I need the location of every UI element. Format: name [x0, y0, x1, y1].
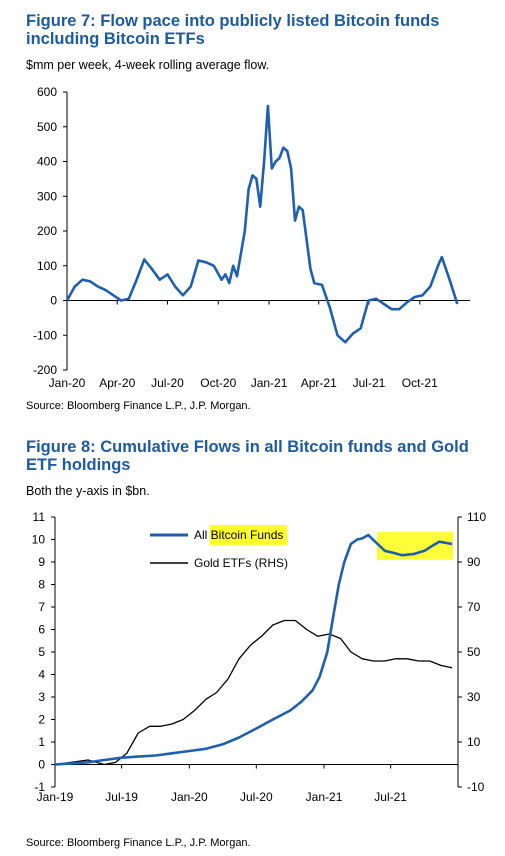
x-tick-label: Oct-20 — [200, 376, 236, 390]
figure-7-subtitle: $mm per week, 4-week rolling average flo… — [26, 58, 270, 72]
left-y-tick-label: 10 — [32, 533, 46, 547]
right-y-tick-label: 50 — [467, 645, 481, 659]
y-tick-label: 300 — [37, 189, 57, 203]
x-tick-label: Jan-20 — [49, 376, 86, 390]
x-tick-label: Jul-20 — [240, 790, 273, 804]
left-y-tick-label: -1 — [34, 780, 45, 794]
series-highlight-marker — [377, 531, 454, 560]
gold-etf-series-line — [54, 619, 453, 766]
x-tick-label: Jul-21 — [353, 376, 386, 390]
left-y-tick-label: 8 — [38, 578, 45, 592]
y-tick-label: 0 — [50, 294, 57, 308]
right-y-tick-label: 110 — [467, 510, 486, 524]
y-tick-label: 400 — [37, 155, 57, 169]
y-tick-label: -200 — [33, 363, 57, 377]
x-tick-label: Apr-20 — [99, 376, 135, 390]
y-tick-label: 200 — [37, 224, 57, 238]
x-tick-label: Jul-20 — [151, 376, 184, 390]
left-y-tick-label: 1 — [38, 735, 45, 749]
left-y-tick-label: 6 — [38, 623, 45, 637]
figure-8-title: Figure 8: Cumulative Flows in all Bitcoi… — [26, 438, 469, 474]
legend-bitcoin-label: All Bitcoin Funds — [194, 528, 283, 542]
flow-series-line — [65, 104, 459, 344]
right-y-tick-label: 70 — [467, 600, 481, 614]
y-tick-label: -100 — [33, 328, 57, 342]
figure-7-title: Figure 7: Flow pace into publicly listed… — [26, 12, 440, 48]
x-tick-label: Jan-21 — [306, 790, 343, 804]
figure-8: Figure 8: Cumulative Flows in all Bitcoi… — [0, 425, 505, 856]
left-y-tick-label: 4 — [38, 668, 45, 682]
figure-8-subtitle: Both the y-axis in $bn. — [26, 484, 150, 498]
x-tick-label: Jan-21 — [251, 376, 288, 390]
left-y-tick-label: 3 — [38, 690, 45, 704]
x-tick-label: Jan-20 — [171, 790, 208, 804]
left-y-tick-label: 11 — [33, 510, 46, 524]
figure-7: Figure 7: Flow pace into publicly listed… — [0, 0, 505, 425]
right-y-tick-label: 90 — [467, 555, 481, 569]
left-y-tick-label: 9 — [38, 555, 45, 569]
x-tick-label: Oct-21 — [402, 376, 438, 390]
right-y-tick-label: 30 — [467, 690, 481, 704]
figure-7-source: Source: Bloomberg Finance L.P., J.P. Mor… — [26, 400, 251, 412]
legend-highlight-marker — [209, 525, 288, 545]
right-y-tick-label: -10 — [467, 780, 485, 794]
x-tick-label: Jan-19 — [37, 790, 74, 804]
left-y-tick-label: 5 — [38, 645, 45, 659]
legend-gold-label: Gold ETFs (RHS) — [194, 556, 288, 570]
bitcoin-funds-series-line — [54, 533, 453, 766]
left-y-tick-label: 7 — [38, 600, 45, 614]
left-y-tick-label: 0 — [38, 758, 45, 772]
y-tick-label: 600 — [37, 85, 57, 99]
left-y-tick-label: 2 — [38, 713, 45, 727]
y-tick-label: 500 — [37, 120, 57, 134]
right-y-tick-label: 10 — [467, 735, 481, 749]
y-tick-label: 100 — [37, 259, 57, 273]
x-tick-label: Apr-21 — [301, 376, 337, 390]
figure-8-source: Source: Bloomberg Finance L.P., J.P. Mor… — [26, 837, 251, 849]
x-tick-label: Jul-21 — [374, 790, 407, 804]
x-tick-label: Jul-19 — [105, 790, 138, 804]
